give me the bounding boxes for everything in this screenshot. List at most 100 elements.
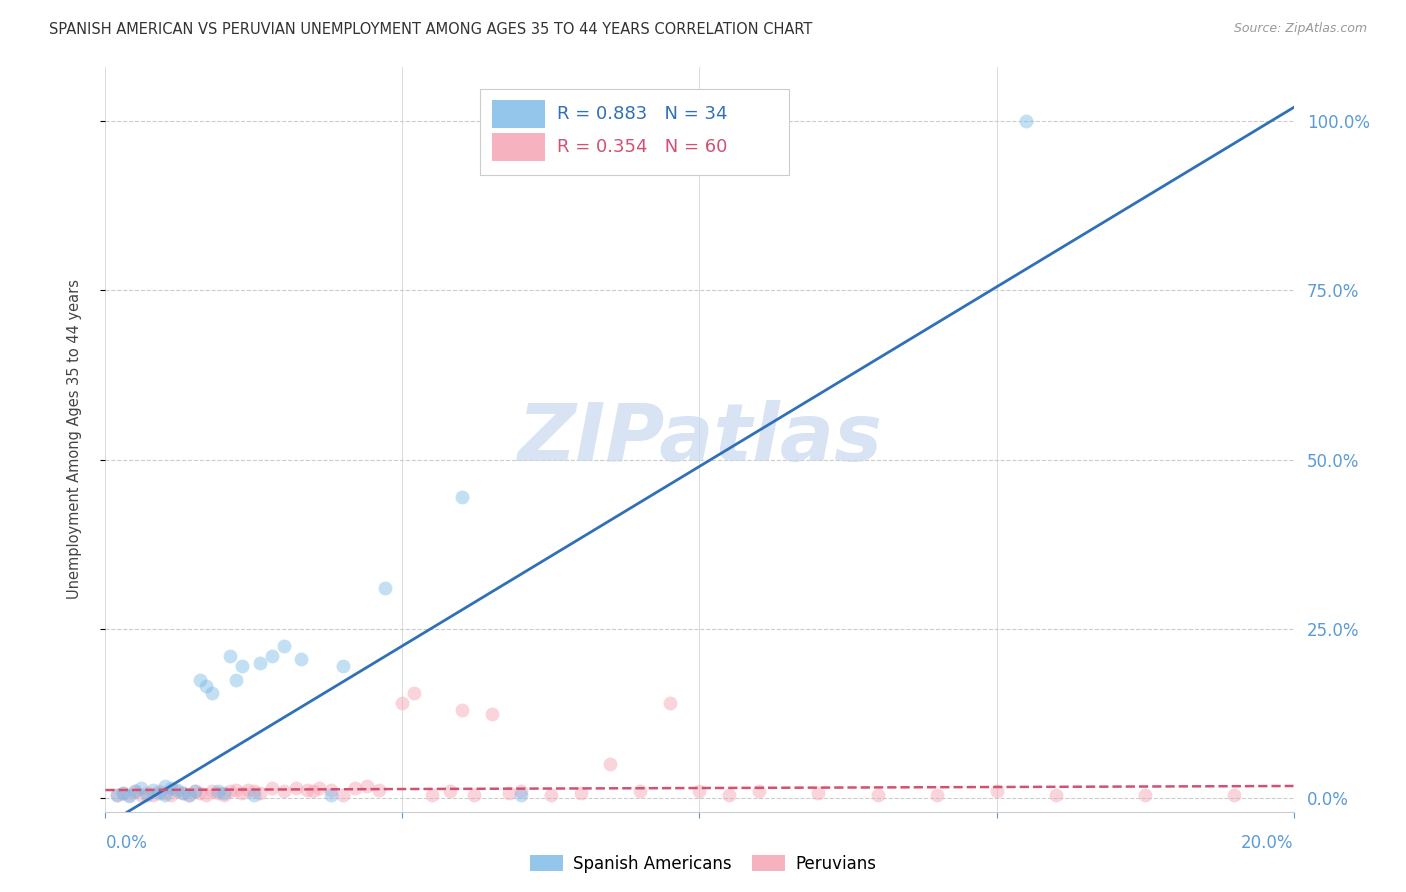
Point <box>391 697 413 711</box>
Point <box>105 788 128 802</box>
Point <box>718 788 741 802</box>
Point <box>321 783 343 797</box>
Point <box>195 680 218 694</box>
Point <box>136 788 159 802</box>
Point <box>172 786 194 800</box>
Point <box>112 786 135 800</box>
Point <box>290 652 312 666</box>
Point <box>1045 788 1067 802</box>
Point <box>142 783 165 797</box>
Point <box>159 780 181 795</box>
Point <box>142 788 165 802</box>
Point <box>201 784 224 798</box>
Point <box>190 786 212 800</box>
Point <box>190 673 212 687</box>
Point <box>183 784 205 798</box>
Point <box>166 784 188 798</box>
Point <box>439 784 461 798</box>
Point <box>807 786 830 800</box>
Point <box>343 780 366 795</box>
Legend: Spanish Americans, Peruvians: Spanish Americans, Peruvians <box>523 848 883 880</box>
Point <box>927 788 949 802</box>
Point <box>260 648 283 663</box>
Point <box>332 788 354 802</box>
Point <box>321 788 343 802</box>
Point <box>540 788 562 802</box>
Point <box>510 784 533 798</box>
Point <box>243 788 266 802</box>
Point <box>297 783 319 797</box>
Point <box>177 788 200 802</box>
Point <box>207 786 229 800</box>
Point <box>231 786 253 800</box>
Point <box>249 786 271 800</box>
Point <box>569 786 592 800</box>
Point <box>124 784 146 798</box>
Point <box>166 783 188 797</box>
Point <box>124 784 146 798</box>
Point <box>599 757 621 772</box>
Point <box>302 784 325 798</box>
Point <box>243 784 266 798</box>
Point <box>450 490 472 504</box>
Point <box>308 780 330 795</box>
Point <box>112 786 135 800</box>
Point <box>136 786 159 800</box>
Point <box>195 788 218 802</box>
Point <box>450 703 472 717</box>
Point <box>105 788 128 802</box>
Text: 0.0%: 0.0% <box>105 834 148 852</box>
Point <box>367 783 389 797</box>
Point <box>1223 788 1246 802</box>
Point <box>420 788 443 802</box>
Point <box>236 783 259 797</box>
Text: ZIPatlas: ZIPatlas <box>517 401 882 478</box>
Point <box>153 786 176 800</box>
Point <box>153 788 176 802</box>
Point <box>689 784 711 798</box>
Point <box>207 784 229 798</box>
Y-axis label: Unemployment Among Ages 35 to 44 years: Unemployment Among Ages 35 to 44 years <box>67 279 82 599</box>
Point <box>273 639 295 653</box>
Text: Source: ZipAtlas.com: Source: ZipAtlas.com <box>1233 22 1367 36</box>
Point <box>332 659 354 673</box>
Point <box>148 786 170 800</box>
Text: SPANISH AMERICAN VS PERUVIAN UNEMPLOYMENT AMONG AGES 35 TO 44 YEARS CORRELATION : SPANISH AMERICAN VS PERUVIAN UNEMPLOYMEN… <box>49 22 813 37</box>
Point <box>148 784 170 798</box>
Point <box>404 686 426 700</box>
Point <box>273 784 295 798</box>
Point <box>986 784 1008 798</box>
Point <box>214 788 236 802</box>
Point <box>748 784 770 798</box>
FancyBboxPatch shape <box>479 89 789 175</box>
Point <box>129 788 152 802</box>
Point <box>225 783 247 797</box>
Point <box>172 786 194 800</box>
Point <box>118 788 141 802</box>
Point <box>260 780 283 795</box>
Point <box>153 779 176 793</box>
Text: 20.0%: 20.0% <box>1241 834 1294 852</box>
Point <box>284 780 307 795</box>
Point <box>356 779 378 793</box>
Point <box>463 788 485 802</box>
Point <box>628 784 651 798</box>
Point <box>183 784 205 798</box>
Point <box>658 697 681 711</box>
FancyBboxPatch shape <box>492 133 546 161</box>
Point <box>219 784 242 798</box>
Point <box>498 786 520 800</box>
FancyBboxPatch shape <box>492 100 546 128</box>
Point <box>129 780 152 795</box>
Text: R = 0.883   N = 34: R = 0.883 N = 34 <box>557 105 727 123</box>
Point <box>1015 114 1038 128</box>
Point <box>249 656 271 670</box>
Point <box>177 788 200 802</box>
Point <box>510 788 533 802</box>
Text: R = 0.354   N = 60: R = 0.354 N = 60 <box>557 138 727 156</box>
Point <box>225 673 247 687</box>
Point <box>201 686 224 700</box>
Point <box>481 706 503 721</box>
Point <box>374 582 396 596</box>
Point <box>1133 788 1156 802</box>
